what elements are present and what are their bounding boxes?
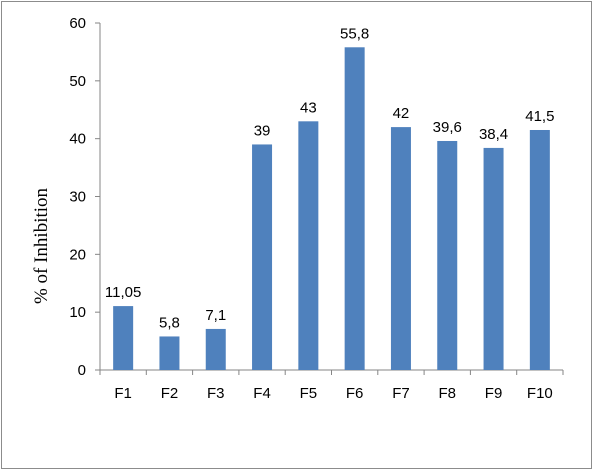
x-tick-label-f4: F4 — [253, 385, 271, 402]
x-tick-label-f7: F7 — [392, 385, 410, 402]
y-tick-label: 30 — [69, 189, 86, 206]
data-label-f6: 55,8 — [340, 25, 369, 42]
y-tick-label: 0 — [78, 362, 86, 379]
bar-f10 — [529, 129, 550, 370]
data-label-f7: 42 — [393, 105, 410, 122]
data-label-f2: 5,8 — [159, 314, 180, 331]
bar-f5 — [298, 121, 319, 370]
y-tick-label: 60 — [69, 15, 86, 32]
bar-f3 — [205, 328, 226, 370]
bar-f6 — [344, 47, 365, 370]
bar-f4 — [252, 144, 273, 370]
y-axis-label: % of Inhibition — [31, 187, 52, 304]
x-tick-label-f9: F9 — [485, 385, 503, 402]
x-tick-label-f5: F5 — [300, 385, 318, 402]
x-tick-label-f3: F3 — [207, 385, 225, 402]
data-labels: 11,05 5,8 7,1 39 43 55,8 42 39,6 38,4 41,5 — [105, 25, 555, 331]
y-tick-label: 10 — [69, 304, 86, 321]
data-label-f8: 39,6 — [433, 119, 462, 136]
data-label-f5: 43 — [300, 99, 317, 116]
x-tick-label-f2: F2 — [161, 385, 179, 402]
y-tick-label: 40 — [69, 131, 86, 148]
x-tick-label-f6: F6 — [346, 385, 364, 402]
y-tick-label: 20 — [69, 246, 86, 263]
bar-f9 — [483, 147, 504, 370]
x-tick-label-f10: F10 — [527, 385, 553, 402]
bar-f1 — [113, 306, 134, 370]
bar-f8 — [437, 140, 458, 370]
y-tick-label: 50 — [69, 73, 86, 90]
x-tick-label-f1: F1 — [114, 385, 132, 402]
data-label-f1: 11,05 — [105, 284, 141, 301]
bar-f2 — [159, 336, 180, 370]
data-label-f10: 41,5 — [525, 108, 554, 125]
data-label-f3: 7,1 — [205, 307, 226, 324]
chart-axes: 0 10 20 30 40 50 60 F1 F2 F3 F4 F5 F6 F7 F8 F9 F10 — [69, 15, 564, 402]
x-tick-label-f8: F8 — [438, 385, 456, 402]
data-label-f9: 38,4 — [479, 126, 508, 143]
bar-f7 — [390, 127, 411, 370]
bar-series — [113, 47, 550, 370]
data-label-f4: 39 — [254, 122, 271, 139]
